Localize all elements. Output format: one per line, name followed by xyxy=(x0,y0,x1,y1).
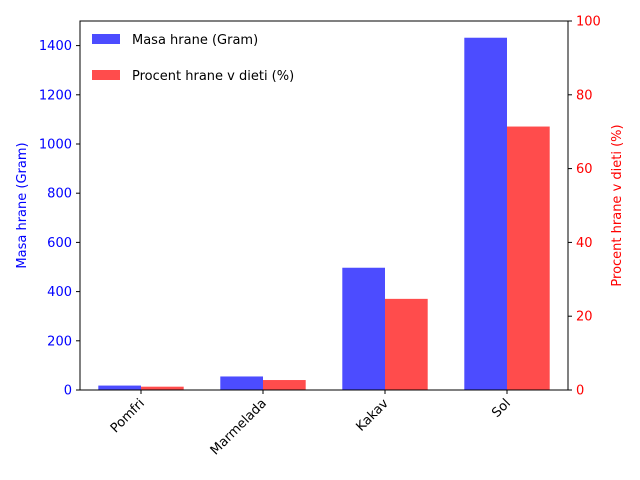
legend-label-1: Procent hrane v dieti (%) xyxy=(132,69,294,84)
bar-mass-sol xyxy=(464,37,507,391)
y-tick-left-label: 400 xyxy=(47,285,72,300)
legend: Masa hrane (Gram) Procent hrane v dieti (… xyxy=(92,33,294,84)
y-tick-right-label: 100 xyxy=(576,15,601,30)
y-tick-right-label: 60 xyxy=(576,162,593,177)
x-tick-label-pomfri: Pomfri xyxy=(108,396,148,436)
bar-percent-kakav xyxy=(385,298,428,390)
y-axis-right: 0 20 40 60 80 100 xyxy=(568,15,601,399)
y-tick-left-label: 0 xyxy=(64,384,72,399)
y-tick-left-label: 1200 xyxy=(39,88,72,103)
bar-percent-marmelada xyxy=(263,380,306,390)
x-tick-label-marmelada: Marmelada xyxy=(208,396,270,458)
x-tick-label-sol: Sol xyxy=(489,396,514,421)
bar-percent-pomfri xyxy=(141,386,184,390)
y-tick-left-label: 800 xyxy=(47,187,72,202)
x-tick-label-kakav: Kakav xyxy=(353,396,392,435)
bar-percent-sol xyxy=(507,126,550,390)
y-tick-right-label: 40 xyxy=(576,236,593,251)
y-tick-left-label: 600 xyxy=(47,236,72,251)
legend-swatch-1 xyxy=(92,70,120,80)
y-tick-left-label: 1000 xyxy=(39,138,72,153)
plot-frame xyxy=(79,20,569,391)
bars xyxy=(98,37,550,391)
bar-mass-marmelada xyxy=(220,376,263,390)
x-axis: Pomfri Marmelada Kakav Sol xyxy=(108,390,514,458)
y-tick-right-label: 0 xyxy=(576,384,584,399)
y-tick-right-label: 80 xyxy=(576,88,593,103)
legend-swatch-0 xyxy=(92,34,120,44)
y-tick-left-label: 200 xyxy=(47,334,72,349)
y-tick-left-label: 1400 xyxy=(39,39,72,54)
y-axis-right-label: Procent hrane v dieti (%) xyxy=(610,124,625,286)
y-axis-left: 0 200 400 600 800 1000 1200 1400 xyxy=(39,39,80,399)
legend-label-0: Masa hrane (Gram) xyxy=(132,33,258,48)
bar-mass-kakav xyxy=(342,267,385,390)
bar-mass-pomfri xyxy=(98,385,141,390)
y-tick-right-label: 20 xyxy=(576,310,593,325)
y-axis-left-label: Masa hrane (Gram) xyxy=(15,142,30,268)
